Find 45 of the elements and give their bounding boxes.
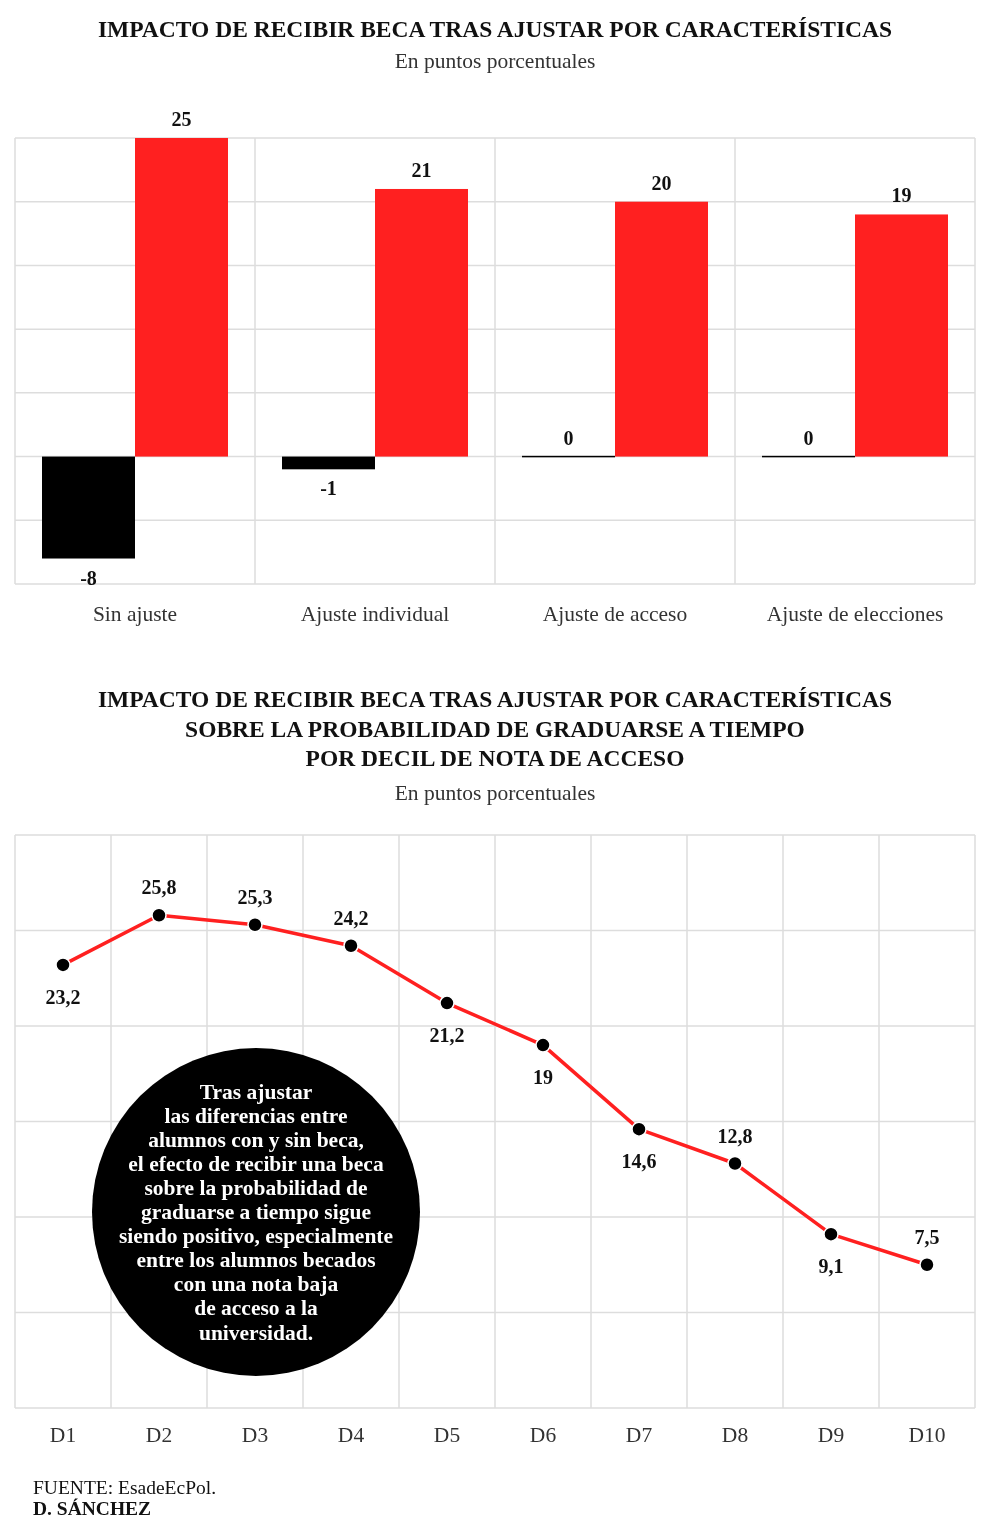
data-label: 7,5 (914, 1225, 940, 1248)
data-label: 24,2 (333, 906, 369, 929)
chart-title: IMPACTO DE RECIBIR BECA TRAS AJUSTAR POR CARACTERÍSTICAS SOBRE LA PROBABILIDAD DE GRADUARSE A TIEMPO POR DECIL DE NOTA DE ACCESO (97, 686, 893, 771)
x-tick-label: D1 (49, 1423, 77, 1447)
bar (135, 138, 228, 457)
data-label: -8 (80, 566, 97, 589)
x-tick-label: D8 (721, 1423, 749, 1447)
x-tick-label: Ajuste de acceso (542, 602, 688, 626)
x-tick-label: Ajuste de elecciones (766, 602, 944, 626)
x-tick-label: Ajuste individual (300, 602, 450, 626)
bar (855, 214, 948, 457)
x-tick-label: D3 (241, 1423, 269, 1447)
data-label: 20 (651, 171, 672, 194)
data-label: 25,3 (237, 885, 273, 908)
x-tick-label: Sin ajuste (92, 602, 178, 626)
data-label: 21 (411, 158, 432, 181)
data-label: 25 (171, 108, 192, 130)
source-note: FUENTE: EsadeEcPol. (33, 1477, 217, 1498)
bar (375, 188, 468, 457)
x-tick-label: D6 (529, 1423, 557, 1447)
x-tick-label: D10 (908, 1423, 946, 1447)
data-label: 9,1 (818, 1255, 844, 1278)
data-label: 19 (891, 184, 912, 207)
chart-title: IMPACTO DE RECIBIR BECA TRAS AJUSTAR POR CARACTERÍSTICAS (97, 16, 893, 42)
chart-subtitle: En puntos porcentuales (394, 49, 596, 73)
text: Tras ajustar las diferencias entre alumnos con y sin beca, el efecto de recibir una beca sobre la probabilidad de graduarse a tiempo sigue siendo positivo, especialmente entre los alumnos becados con una nota baja de acceso a la universidad. (118, 1079, 394, 1345)
x-tick-label: D2 (145, 1423, 173, 1447)
x-tick-label: D4 (337, 1423, 365, 1447)
data-label: 14,6 (621, 1150, 657, 1173)
data-label: 0 (563, 426, 574, 449)
data-label: 25,8 (141, 876, 177, 899)
data-label: -1 (320, 477, 337, 500)
data-label: 19 (533, 1066, 553, 1089)
x-tick-label: D7 (625, 1423, 653, 1447)
chart-subtitle: En puntos porcentuales (394, 781, 596, 805)
data-label: 23,2 (45, 985, 81, 1008)
data-label: 21,2 (429, 1024, 465, 1047)
bar (42, 456, 135, 559)
data-label: 0 (803, 426, 814, 449)
bar (282, 456, 375, 470)
text: D. SÁNCHEZ (33, 1497, 152, 1519)
bar (615, 201, 708, 457)
data-label: 12,8 (717, 1124, 753, 1147)
x-tick-label: D5 (433, 1423, 461, 1447)
x-tick-label: D9 (817, 1423, 845, 1447)
